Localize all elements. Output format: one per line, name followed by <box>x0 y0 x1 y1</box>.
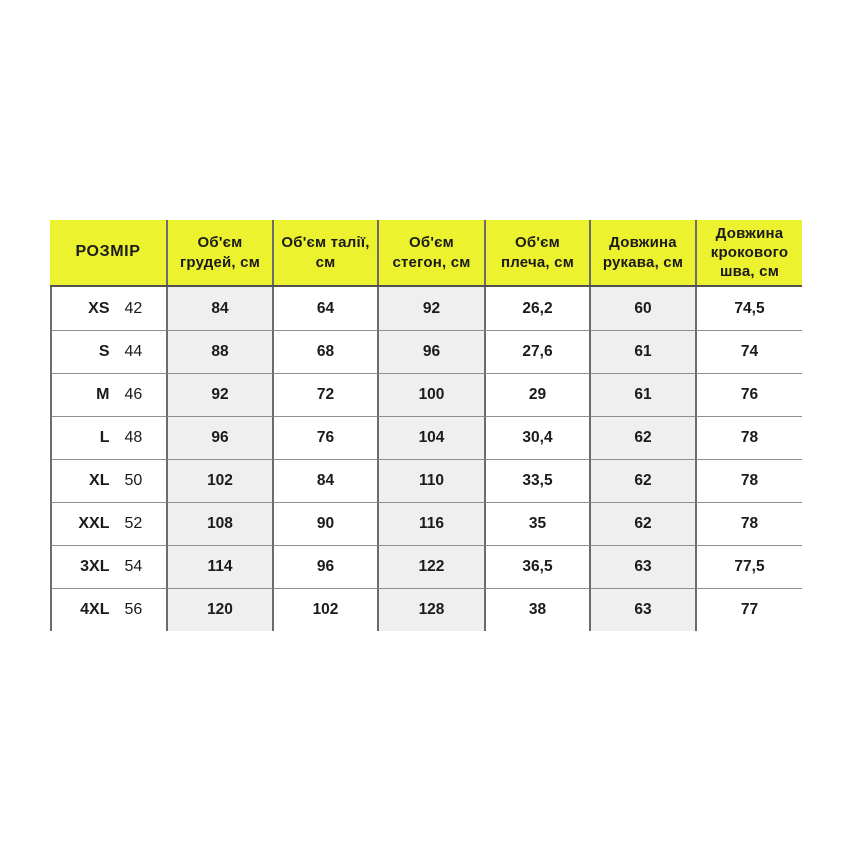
table-cell: 102 <box>166 459 272 502</box>
table-cell: 72 <box>272 373 377 416</box>
header-cell-shoulder: Об'єм плеча, см <box>484 220 589 285</box>
header-cell-waist: Об'єм талії, см <box>272 220 377 285</box>
size-cell: XL 50 <box>50 459 166 502</box>
table-cell: 35 <box>484 502 589 545</box>
table-cell: 128 <box>377 588 484 631</box>
size-letter: XS <box>88 299 110 317</box>
table-cell: 78 <box>695 459 802 502</box>
table-cell: 77 <box>695 588 802 631</box>
table-cell: 110 <box>377 459 484 502</box>
size-letter: L <box>99 429 110 446</box>
table-cell: 74,5 <box>695 287 802 330</box>
table-cell: 92 <box>377 287 484 330</box>
table-cell: 27,6 <box>484 330 589 373</box>
table-cell: 63 <box>589 545 695 588</box>
table-cell: 61 <box>589 373 695 416</box>
table-cell: 30,4 <box>484 416 589 459</box>
table-header-row: РОЗМІР Об'єм грудей, см Об'єм талії, см … <box>50 220 802 287</box>
table-cell: 38 <box>484 588 589 631</box>
size-number: 46 <box>124 386 143 403</box>
table-cell: 62 <box>589 416 695 459</box>
header-cell-hips: Об'єм стегон, см <box>377 220 484 285</box>
table-cell: 76 <box>272 416 377 459</box>
size-table: РОЗМІР Об'єм грудей, см Об'єм талії, см … <box>50 220 802 631</box>
table-cell: 104 <box>377 416 484 459</box>
header-cell-inseam: Довжина крокового шва, см <box>695 220 802 285</box>
table-cell: 96 <box>272 545 377 588</box>
table-cell: 102 <box>272 588 377 631</box>
table-cell: 114 <box>166 545 272 588</box>
table-cell: 62 <box>589 502 695 545</box>
table-cell: 108 <box>166 502 272 545</box>
table-cell: 68 <box>272 330 377 373</box>
size-cell: XS 42 <box>50 287 166 330</box>
size-cell: S 44 <box>50 330 166 373</box>
size-cell: 4XL 56 <box>50 588 166 631</box>
size-number: 44 <box>124 343 143 360</box>
table-cell: 63 <box>589 588 695 631</box>
table-cell: 96 <box>166 416 272 459</box>
size-letter: S <box>98 343 110 360</box>
table-cell: 61 <box>589 330 695 373</box>
size-number: 56 <box>124 601 143 618</box>
table-cell: 76 <box>695 373 802 416</box>
table-cell: 26,2 <box>484 287 589 330</box>
header-cell-size: РОЗМІР <box>50 220 166 285</box>
table-cell: 60 <box>589 287 695 330</box>
size-letter: M <box>96 386 110 403</box>
header-cell-sleeve: Довжина рукава, см <box>589 220 695 285</box>
table-cell: 96 <box>377 330 484 373</box>
table-cell: 62 <box>589 459 695 502</box>
size-cell: 3XL 54 <box>50 545 166 588</box>
size-letter: XL <box>89 472 110 489</box>
table-cell: 84 <box>166 287 272 330</box>
table-cell: 122 <box>377 545 484 588</box>
table-cell: 64 <box>272 287 377 330</box>
size-letter: 3XL <box>80 558 110 575</box>
table-body: XS 42 84 64 92 26,2 60 74,5 S 44 88 68 9… <box>50 287 802 631</box>
table-cell: 74 <box>695 330 802 373</box>
size-letter: XXL <box>78 515 110 532</box>
table-cell: 92 <box>166 373 272 416</box>
size-number: 50 <box>124 472 143 489</box>
table-cell: 88 <box>166 330 272 373</box>
table-cell: 84 <box>272 459 377 502</box>
table-cell: 90 <box>272 502 377 545</box>
table-cell: 78 <box>695 502 802 545</box>
size-letter: 4XL <box>80 601 110 618</box>
table-cell: 33,5 <box>484 459 589 502</box>
table-cell: 100 <box>377 373 484 416</box>
table-cell: 77,5 <box>695 545 802 588</box>
size-number: 48 <box>124 429 143 446</box>
header-cell-chest: Об'єм грудей, см <box>166 220 272 285</box>
size-cell: M 46 <box>50 373 166 416</box>
size-cell: XXL 52 <box>50 502 166 545</box>
size-number: 54 <box>124 558 143 575</box>
table-cell: 36,5 <box>484 545 589 588</box>
size-cell: L 48 <box>50 416 166 459</box>
table-cell: 78 <box>695 416 802 459</box>
table-cell: 29 <box>484 373 589 416</box>
size-number: 52 <box>124 515 143 532</box>
size-number: 42 <box>124 299 143 317</box>
table-cell: 116 <box>377 502 484 545</box>
table-cell: 120 <box>166 588 272 631</box>
